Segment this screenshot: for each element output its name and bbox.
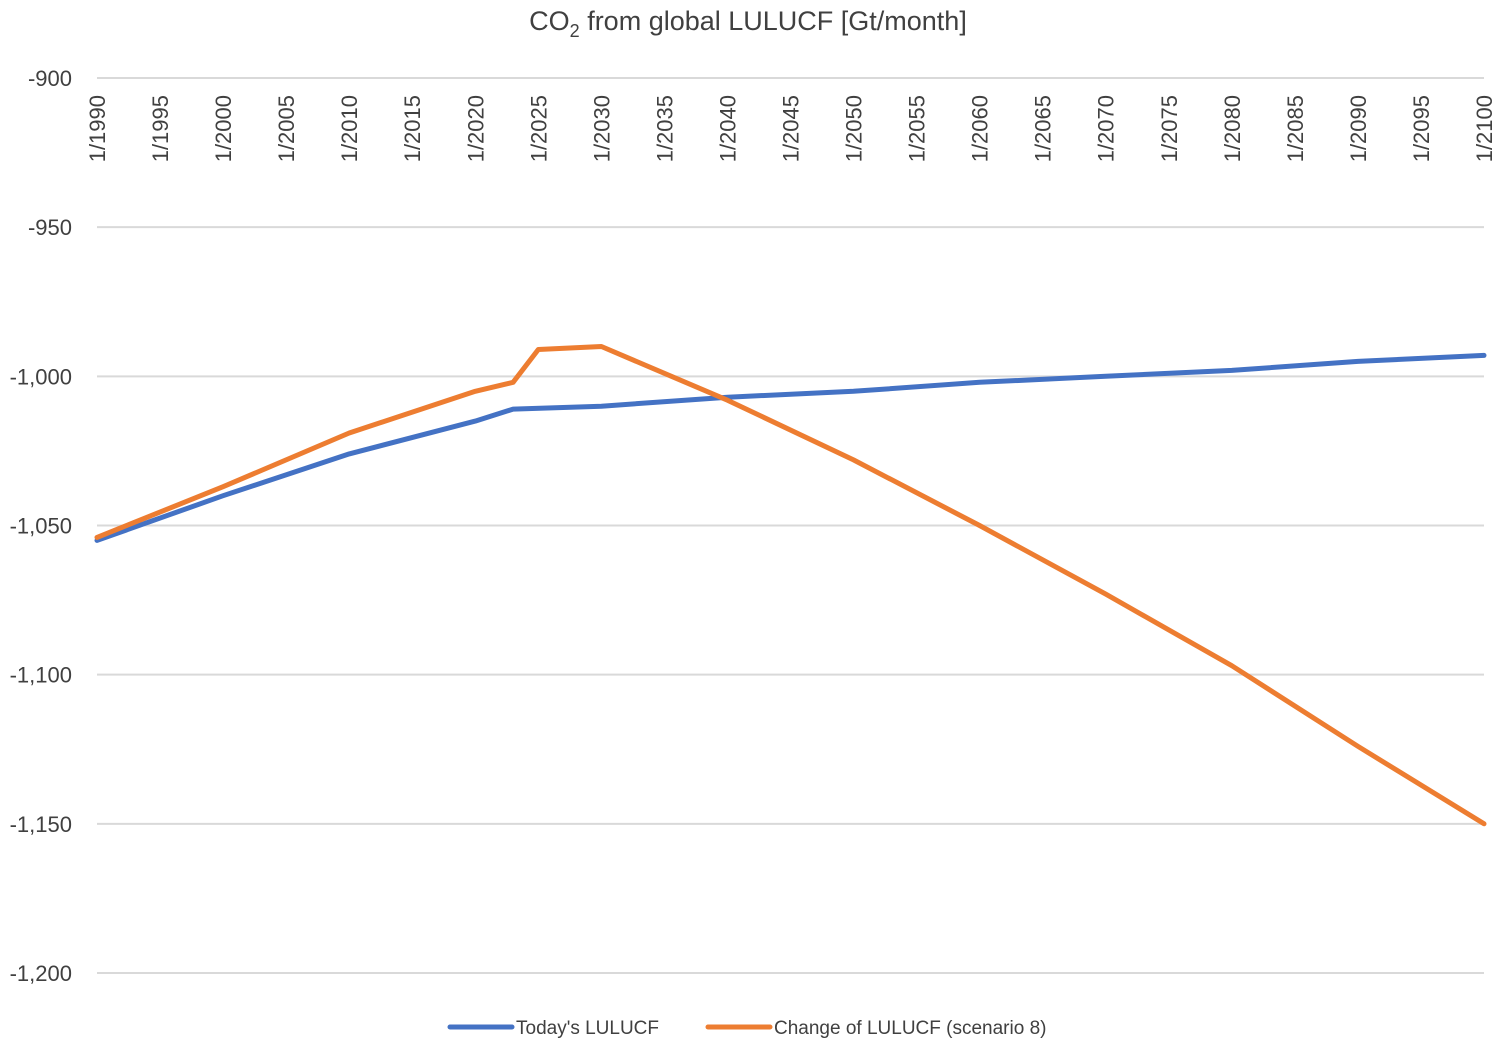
x-tick-label: 1/2085 — [1283, 95, 1308, 162]
y-tick-label: -950 — [28, 215, 72, 240]
x-tick-label: 1/2045 — [779, 95, 804, 162]
y-tick-label: -1,100 — [10, 663, 72, 688]
x-tick-label: 1/2060 — [968, 95, 993, 162]
x-tick-label: 1/2055 — [905, 95, 930, 162]
legend-label: Today's LULUCF — [516, 1018, 659, 1039]
y-axis-tick-labels: -900 -950 -1,000 -1,050 -1,100 -1,150 -1,200 — [10, 66, 72, 986]
x-tick-label: 1/2040 — [715, 95, 740, 162]
legend-label: Change of LULUCF (scenario 8) — [774, 1018, 1046, 1039]
x-tick-label: 1/2070 — [1094, 95, 1119, 162]
y-tick-label: -1,200 — [10, 961, 72, 986]
x-tick-label: 1/1990 — [85, 95, 110, 162]
x-axis-tick-labels: 1/1990 1/1995 1/2000 1/2005 1/2010 1/2015 1/20… — [85, 95, 1492, 162]
gridlines — [97, 77, 1484, 974]
x-tick-label: 1/2065 — [1031, 95, 1056, 162]
x-tick-label: 1/1995 — [148, 95, 173, 162]
x-tick-label: 1/2090 — [1346, 95, 1371, 162]
series-line-2 — [94, 344, 1487, 827]
x-tick-label: 1/2075 — [1157, 95, 1182, 162]
y-tick-label: -900 — [28, 66, 72, 91]
series-lines — [94, 344, 1487, 827]
chart-title: CO2 from global LULUCF [Gt/month] — [529, 6, 967, 41]
x-tick-label: 1/2000 — [211, 95, 236, 162]
x-tick-label: 1/2035 — [652, 95, 677, 162]
series-line-1 — [94, 352, 1487, 543]
x-tick-label: 1/2015 — [400, 95, 425, 162]
x-tick-label: 1/2030 — [589, 95, 614, 162]
x-tick-label: 1/2025 — [526, 95, 551, 162]
x-tick-label: 1/2050 — [842, 95, 867, 162]
x-tick-label: 1/2005 — [274, 95, 299, 162]
x-tick-label: 1/2100 — [1472, 95, 1492, 162]
x-tick-label: 1/2080 — [1220, 95, 1245, 162]
legend: Today's LULUCF Change of LULUCF (scenario… — [447, 1018, 1046, 1039]
x-tick-label: 1/2010 — [337, 95, 362, 162]
y-tick-label: -1,150 — [10, 812, 72, 837]
y-tick-label: -1,000 — [10, 364, 72, 389]
x-tick-label: 1/2095 — [1409, 95, 1434, 162]
y-tick-label: -1,050 — [10, 514, 72, 539]
x-tick-label: 1/2020 — [463, 95, 488, 162]
